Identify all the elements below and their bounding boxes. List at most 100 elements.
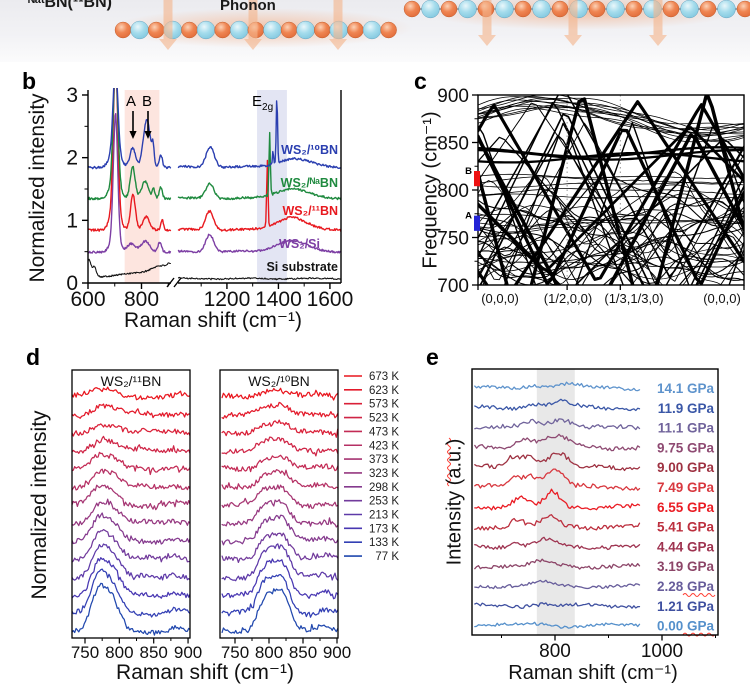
panel-letter-b: b bbox=[22, 68, 37, 94]
pressure-spectrum bbox=[474, 602, 641, 610]
temperature-spectrum bbox=[72, 423, 190, 437]
panel-letter-e: e bbox=[426, 344, 439, 370]
panel-b-raman-plot: 0 1 2 3 600 800 1200 1400 1600 bbox=[66, 84, 354, 311]
temperature-spectrum bbox=[72, 582, 190, 636]
panel-c-y-axis-label: Frequency (cm⁻¹) bbox=[419, 111, 442, 269]
boron-atom bbox=[314, 21, 331, 39]
phonon-branch bbox=[478, 199, 744, 254]
temperature-spectrum bbox=[221, 469, 338, 490]
phonon-arrow-icon bbox=[478, 0, 496, 46]
legend-temperature-label: 323 K bbox=[369, 468, 399, 480]
mode-marker-b bbox=[474, 171, 480, 187]
phonon-branch bbox=[482, 234, 744, 285]
x-tick-label: 900 bbox=[174, 643, 202, 662]
phonon-branch bbox=[478, 95, 744, 278]
legend-temperature-label: 473 K bbox=[369, 426, 399, 438]
phonon-branch bbox=[478, 148, 744, 161]
boron-atom bbox=[440, 0, 458, 18]
spectrum-curve bbox=[177, 276, 341, 281]
temperature-spectrum bbox=[72, 403, 190, 419]
e2g-sub: 2g bbox=[262, 102, 274, 113]
temperature-spectrum bbox=[221, 558, 338, 600]
pressure-spectrum bbox=[474, 418, 641, 431]
phonon-branch bbox=[478, 102, 744, 285]
x-tick-label: 800 bbox=[105, 643, 133, 662]
phonon-branch bbox=[478, 184, 744, 238]
y-tick-label: 700 bbox=[437, 276, 469, 297]
y-tick-label: 750 bbox=[437, 229, 469, 250]
pressure-label: 2.28 GPa bbox=[657, 579, 715, 594]
legend-temperature-label: 673 K bbox=[369, 371, 399, 383]
pressure-spectrum bbox=[474, 514, 641, 531]
nitrogen-atom bbox=[421, 0, 440, 19]
phonon-branch bbox=[478, 230, 744, 267]
boron-atom bbox=[214, 21, 231, 39]
panel-b-y-axis-label: Normalized intensity bbox=[26, 93, 49, 283]
pressure-spectrum bbox=[474, 558, 641, 570]
x-tick-label: 800 bbox=[124, 288, 159, 311]
pressure-label: 0.00 GPa bbox=[657, 619, 715, 634]
nitrogen-atom bbox=[680, 0, 699, 19]
e2g-main: E bbox=[252, 93, 263, 110]
phonon-branch bbox=[478, 171, 744, 245]
atom-chain-graphic bbox=[112, 0, 750, 50]
x-tick-label: 800 bbox=[539, 641, 571, 662]
pressure-label: 11.9 GPa bbox=[658, 401, 715, 416]
mode-marker-a bbox=[474, 215, 480, 231]
boron-atom bbox=[147, 21, 165, 39]
phonon-branch bbox=[478, 104, 744, 141]
pressure-label: 6.55 GPa bbox=[657, 500, 715, 515]
pressure-label: 11.1 GPa bbox=[658, 421, 715, 436]
temperature-spectrum bbox=[221, 419, 338, 438]
phonon-branch bbox=[478, 199, 744, 269]
legend-temperature-label: 298 K bbox=[369, 482, 399, 494]
temperature-spectrum bbox=[72, 543, 190, 581]
spectrum-curve bbox=[88, 88, 172, 232]
peak-arrow-head bbox=[129, 131, 137, 139]
temperature-spectrum bbox=[221, 387, 338, 401]
pressure-spectrum bbox=[474, 452, 641, 472]
panel-a-material-label: ᴺᵃᵗBN(¹¹BN) bbox=[28, 0, 112, 11]
phonon-arrow-icon bbox=[329, 0, 347, 50]
mode-marker-label: A bbox=[465, 211, 472, 222]
temperature-spectrum bbox=[72, 484, 190, 511]
boron-atom bbox=[280, 21, 298, 39]
temperature-spectrum bbox=[72, 498, 190, 527]
x-tick-label: 1600 bbox=[307, 288, 354, 311]
legend-temperature-label: 77 K bbox=[375, 551, 399, 563]
phonon-branch bbox=[478, 106, 744, 143]
phonon-arrow-icon bbox=[159, 0, 177, 50]
y-tick-label: 1 bbox=[66, 209, 78, 232]
pressure-label: 4.44 GPa bbox=[657, 539, 715, 554]
phonon-branch bbox=[478, 209, 744, 257]
phonon-branch bbox=[478, 175, 744, 259]
phonon-arrow-icon bbox=[649, 0, 667, 46]
nitrogen-atom bbox=[263, 20, 282, 40]
pressure-spectrum bbox=[474, 488, 641, 511]
phonon-branch bbox=[478, 100, 744, 285]
spectrum-curve bbox=[177, 100, 341, 169]
temperature-spectrum bbox=[221, 543, 338, 582]
spectrum-curve bbox=[177, 159, 341, 232]
spectrum-curve bbox=[88, 88, 172, 201]
x-tick-label: (0,0,0) bbox=[703, 291, 741, 306]
spectrum-curve bbox=[88, 113, 172, 254]
y-tick-label: 3 bbox=[66, 84, 78, 107]
plot-area bbox=[478, 95, 744, 285]
boron-atom bbox=[403, 0, 421, 18]
legend-si-substrate: Si substrate bbox=[266, 260, 338, 274]
phonon-branch bbox=[478, 255, 744, 280]
plot-frame bbox=[71, 369, 191, 639]
phonon-branch bbox=[478, 247, 744, 275]
phonon-branch bbox=[478, 101, 744, 136]
y-tick-label: 800 bbox=[437, 181, 469, 202]
phonon-arrow-icon bbox=[244, 0, 262, 50]
legend-temperature-label: 623 K bbox=[369, 385, 399, 397]
plot-area bbox=[72, 386, 190, 636]
temperature-spectrum bbox=[221, 532, 338, 564]
pressure-spectrum bbox=[474, 381, 641, 392]
nitrogen-atom bbox=[130, 20, 149, 40]
temperature-spectrum bbox=[221, 484, 338, 509]
panel-letter-d: d bbox=[26, 344, 41, 370]
legend-temperature-label: 253 K bbox=[369, 496, 399, 508]
